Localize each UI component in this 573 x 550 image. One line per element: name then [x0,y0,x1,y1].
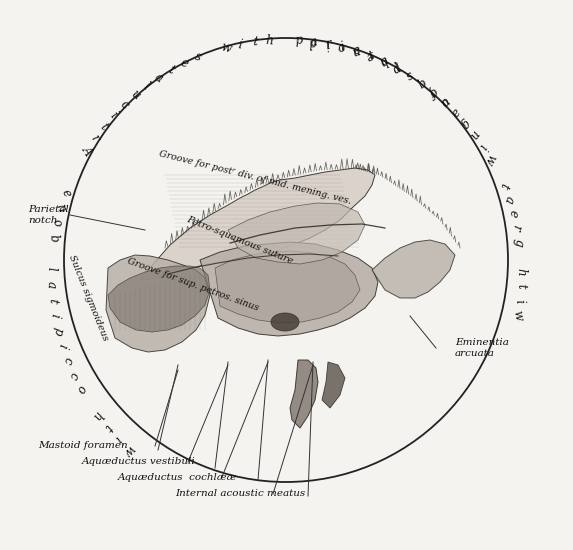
Text: Eminentia
arcuata: Eminentia arcuata [455,338,509,358]
Text: o: o [73,383,88,395]
Text: c: c [117,98,131,112]
Text: r: r [509,224,523,232]
Text: i: i [513,299,526,304]
Text: i: i [55,342,69,350]
Text: t: t [100,421,113,433]
Polygon shape [228,203,365,264]
Polygon shape [290,360,318,428]
Text: Mastoid foramen: Mastoid foramen [38,442,128,450]
Text: c: c [60,355,74,366]
Text: o: o [50,218,64,228]
Text: Aquæductus vestibuli: Aquæductus vestibuli [82,458,196,466]
Text: e: e [449,106,464,120]
Text: w: w [121,442,137,458]
Text: Internal acoustic meatus: Internal acoustic meatus [175,490,305,498]
Text: t: t [97,120,111,133]
Text: Parietal
notch: Parietal notch [28,205,69,225]
Text: Groove for postʳ div. of mid. mening. ves.: Groove for postʳ div. of mid. mening. ve… [158,150,352,206]
Text: a: a [152,70,165,85]
Text: t: t [496,181,510,190]
Text: s: s [193,50,203,64]
Text: n: n [350,43,361,58]
Text: e: e [505,208,520,218]
Text: s: s [403,68,415,82]
Text: e: e [179,56,190,70]
Text: r: r [88,132,102,144]
Text: Aquæductus  cochlææ: Aquæductus cochlææ [118,472,237,481]
Text: i: i [476,141,489,151]
Text: i: i [339,40,346,54]
Text: e: e [58,188,73,199]
Text: h: h [515,268,528,276]
Text: i: i [237,38,244,51]
Text: l: l [393,62,402,75]
Text: l: l [45,267,58,271]
Text: i: i [112,433,124,445]
Text: l: l [141,80,152,92]
Text: t: t [252,35,258,49]
Text: c: c [66,369,81,381]
Text: e: e [364,48,375,63]
Polygon shape [108,266,210,332]
Polygon shape [200,242,378,336]
Ellipse shape [271,313,299,331]
Text: t: t [46,298,59,304]
Polygon shape [372,240,455,298]
Text: w: w [482,151,499,167]
Text: f: f [427,85,439,98]
Text: A: A [79,144,95,157]
Polygon shape [106,255,210,352]
Text: o: o [437,94,452,109]
Text: t: t [166,63,176,76]
Text: w: w [219,40,233,56]
Text: h: h [90,408,105,422]
Text: h: h [265,34,274,47]
Text: h: h [377,53,389,69]
Text: r: r [324,37,332,51]
Text: Sulcus sigmoideus: Sulcus sigmoideus [66,254,109,342]
Text: n: n [438,95,453,110]
Text: Petro-squamous suture: Petro-squamous suture [186,214,295,266]
Text: o: o [336,40,346,54]
Text: a: a [45,281,58,289]
Text: g: g [512,238,525,247]
Polygon shape [215,251,360,323]
Text: i: i [108,109,120,121]
Text: i: i [48,313,61,319]
Polygon shape [322,362,345,408]
Text: n: n [466,127,482,141]
Text: e: e [352,44,362,58]
Text: i: i [324,37,330,50]
Text: p: p [390,60,403,75]
Text: Groove for sup. petros. sinus: Groove for sup. petros. sinus [126,257,260,313]
Text: b: b [47,234,61,243]
Text: a: a [379,54,390,69]
Text: p: p [50,326,65,336]
Text: p: p [295,34,303,47]
Text: t: t [366,49,375,63]
Text: w: w [510,310,525,322]
Text: g: g [458,116,472,130]
Text: a: a [501,194,516,205]
Text: a: a [309,35,318,48]
Text: d: d [308,35,317,48]
Polygon shape [140,168,375,280]
Text: n: n [53,202,68,213]
Text: o: o [427,86,441,100]
Text: t: t [514,284,527,289]
Text: u: u [128,87,142,102]
Text: b: b [416,76,430,91]
